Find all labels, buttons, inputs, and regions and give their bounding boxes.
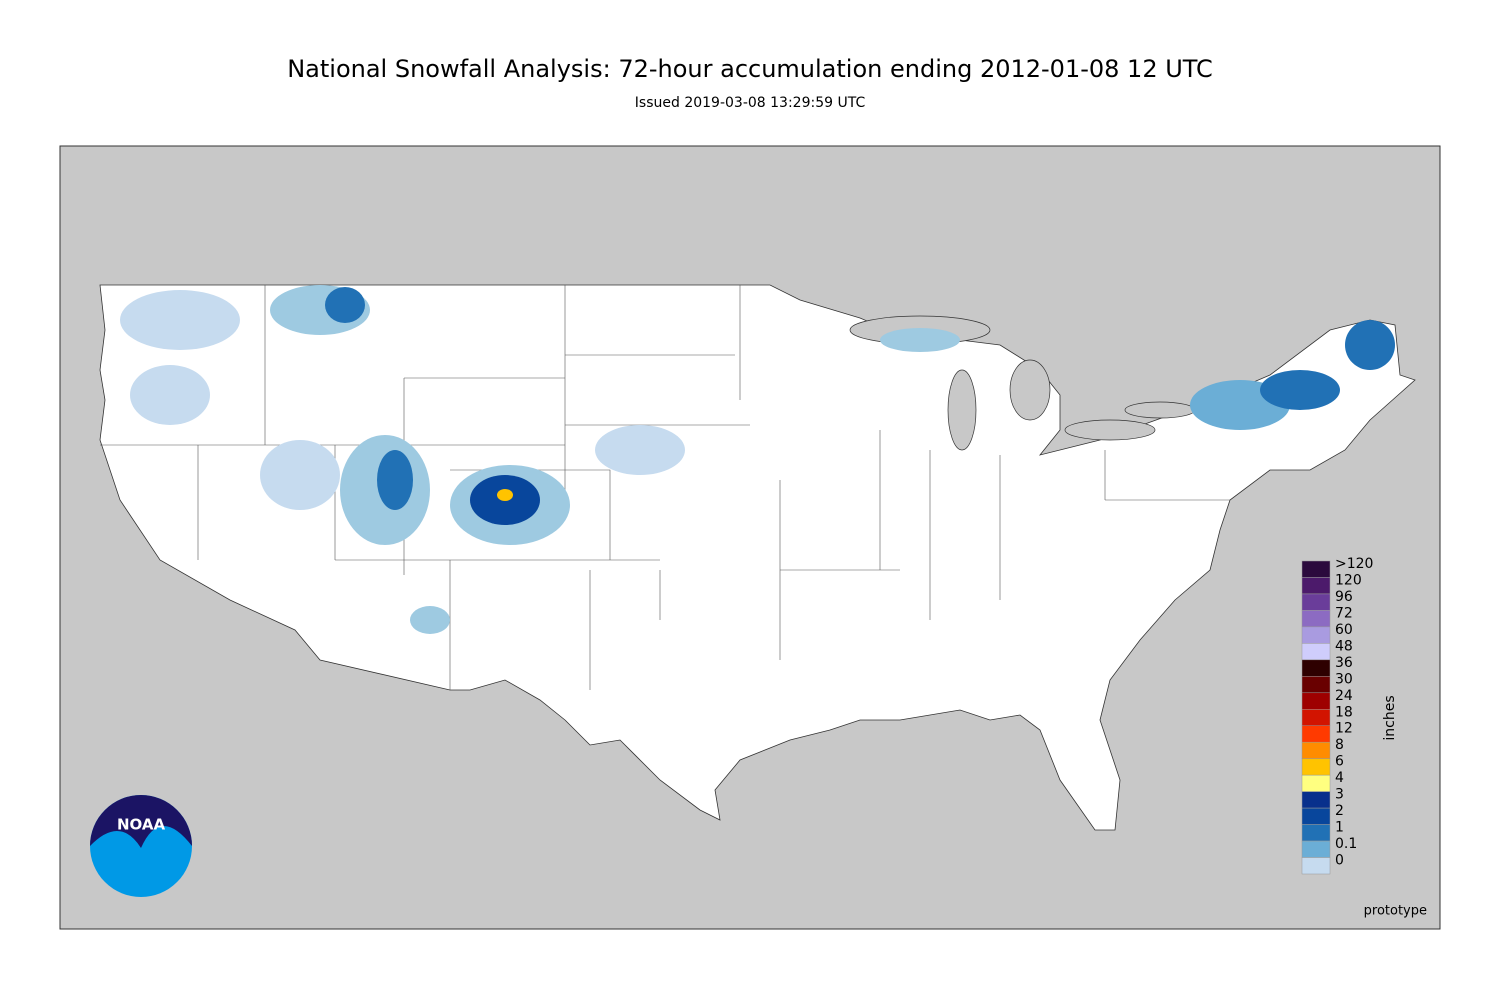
legend-swatch — [1301, 676, 1331, 694]
legend: inches >1201209672604836302418128643210.… — [1301, 556, 1398, 875]
legend-label: >120 — [1335, 556, 1373, 572]
legend-label: 12 — [1335, 721, 1353, 737]
legend-swatch — [1301, 774, 1331, 792]
map: NOAA prototype — [59, 145, 1441, 930]
snow-areas — [120, 285, 1395, 634]
legend-label: 30 — [1335, 671, 1353, 687]
legend-label: 96 — [1335, 589, 1353, 605]
legend-swatch — [1301, 610, 1331, 628]
legend-swatch — [1301, 758, 1331, 776]
legend-label: 60 — [1335, 622, 1353, 638]
legend-swatch — [1301, 659, 1331, 677]
legend-swatch — [1301, 709, 1331, 726]
legend-label: 120 — [1335, 572, 1362, 588]
legend-label: 3 — [1335, 787, 1344, 803]
legend-swatch — [1301, 824, 1331, 842]
legend-label: 48 — [1335, 638, 1353, 654]
legend-label: 1 — [1335, 820, 1344, 836]
legend-swatch — [1301, 577, 1331, 595]
legend-label: 4 — [1335, 770, 1344, 786]
legend-swatch — [1301, 643, 1331, 661]
subtitle: Issued 2019-03-08 13:29:59 UTC — [635, 95, 866, 111]
legend-swatch — [1301, 560, 1331, 578]
legend-label: 8 — [1335, 737, 1344, 753]
legend-title: inches — [1382, 695, 1398, 740]
legend-swatch — [1301, 840, 1331, 858]
watermark: prototype — [1364, 904, 1427, 919]
legend-swatch — [1301, 593, 1331, 611]
legend-label: 0 — [1335, 853, 1344, 869]
legend-label: 6 — [1335, 754, 1344, 770]
legend-swatch — [1301, 725, 1331, 743]
legend-label: 72 — [1335, 605, 1353, 621]
legend-label: 36 — [1335, 655, 1353, 671]
legend-label: 0.1 — [1335, 836, 1357, 852]
noaa-logo: NOAA — [90, 795, 192, 897]
logo-text: NOAA — [117, 816, 166, 834]
legend-label: 24 — [1335, 688, 1353, 704]
title: National Snowfall Analysis: 72-hour accu… — [287, 55, 1213, 83]
conus — [99, 284, 1416, 831]
legend-swatch — [1301, 692, 1331, 710]
legend-swatch — [1301, 741, 1331, 759]
legend-label: 2 — [1335, 803, 1344, 819]
legend-swatch — [1301, 857, 1331, 875]
legend-label: 18 — [1335, 704, 1353, 720]
legend-swatch — [1301, 791, 1331, 809]
legend-swatch — [1301, 807, 1331, 825]
legend-swatch — [1301, 626, 1331, 644]
